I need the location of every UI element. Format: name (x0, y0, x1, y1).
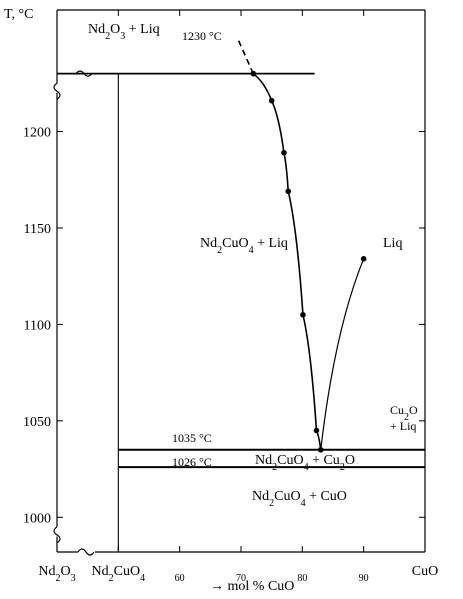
bottom-axis-break (77, 548, 95, 556)
region-label-nd2cuo4-cuo: Nd2CuO4 + CuO (252, 489, 347, 509)
x-tick-label: Nd2O3 (38, 564, 75, 584)
x-axis-label: → mol % CuO (210, 579, 294, 594)
liquidus-right-branch (320, 258, 365, 450)
y-tick-label: 1150 (24, 222, 51, 237)
liquidus-left-branch (252, 73, 322, 450)
data-point (317, 446, 324, 453)
region-label-liq: Liq (383, 236, 402, 251)
data-point (313, 427, 320, 434)
x-tick-label: 60 (175, 573, 185, 584)
y-tick-label: 1000 (23, 511, 51, 526)
region-labels: Nd2O3 + Liq 1230 °C Nd2CuO4 + Liq Liq Cu2O+ … (88, 22, 418, 509)
x-tick-label: 80 (297, 573, 307, 584)
data-point (281, 149, 287, 156)
y-axis-label: T, °C (4, 7, 33, 22)
region-label-cu2o-liq: + Liq (390, 419, 416, 433)
isotherm-label-1230: 1230 °C (182, 29, 222, 43)
data-point (268, 97, 275, 104)
plot-frame (53, 9, 426, 556)
x-tick-label: 90 (359, 573, 369, 584)
phase-boundaries (57, 37, 425, 552)
y-tick-label: 1050 (23, 415, 51, 430)
region-label-nd2o3-liq: Nd2O3 + Liq (88, 22, 160, 42)
data-point (250, 70, 257, 77)
x-tick-label: CuO (412, 564, 438, 579)
y-tick-label: 1100 (24, 318, 51, 333)
left-axis-break-top (53, 82, 61, 100)
x-tick-label: 70 (236, 573, 246, 584)
x-tick-label: Nd2CuO4 (92, 564, 146, 584)
isotherm-label-1026: 1026 °C (172, 455, 212, 469)
axis-ticks: 1000 1050 1100 1150 1200 Nd2O3 Nd2CuO4 60 70 80 90… (23, 10, 438, 584)
left-axis-break-bottom (53, 526, 61, 544)
liquidus-points (250, 70, 367, 453)
data-point (360, 256, 367, 262)
isotherm-label-1035: 1035 °C (172, 431, 212, 445)
data-point (300, 311, 306, 318)
region-label-nd2cuo4-cu2o: Nd2CuO4 + Cu2O (255, 453, 355, 473)
liquidus-dashed-extension (236, 37, 254, 74)
y-tick-label: 1200 (23, 126, 51, 141)
region-label-cu2o: Cu2O (390, 403, 418, 423)
data-point (285, 188, 292, 195)
region-label-nd2cuo4-liq: Nd2CuO4 + Liq (200, 236, 288, 256)
